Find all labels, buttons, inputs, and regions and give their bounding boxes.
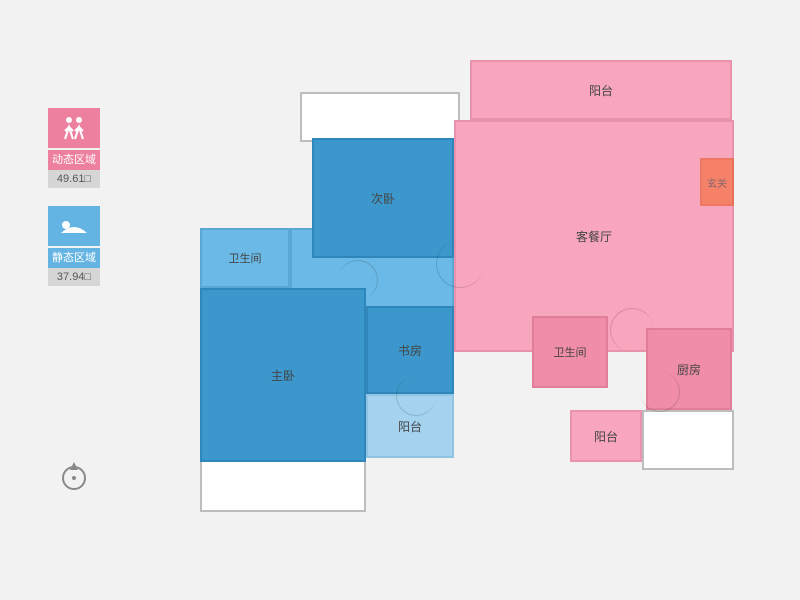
room-label: 客餐厅	[576, 228, 612, 245]
room-master-bedroom: 主卧	[200, 288, 366, 462]
outline-slab	[200, 458, 366, 512]
room-label: 阳台	[594, 428, 618, 445]
legend-dynamic-title: 动态区域	[48, 150, 100, 170]
outline-slab	[300, 92, 460, 142]
room-balcony-top: 阳台	[470, 60, 732, 120]
sleep-icon	[48, 206, 100, 246]
room-bath2: 卫生间	[532, 316, 608, 388]
room-label: 卫生间	[554, 344, 587, 360]
door-arc-icon	[396, 376, 436, 416]
room-label: 卫生间	[229, 250, 262, 266]
room-label: 玄关	[707, 175, 727, 190]
legend-panel: 动态区域 49.61□ 静态区域 37.94□	[48, 108, 100, 304]
legend-static: 静态区域 37.94□	[48, 206, 100, 286]
room-label: 阳台	[398, 418, 422, 435]
door-arc-icon	[338, 260, 378, 300]
room-label: 厨房	[677, 361, 701, 378]
compass-icon	[58, 460, 90, 492]
sleep-icon-svg	[57, 215, 91, 237]
room-label: 阳台	[589, 82, 613, 99]
people-icon-svg	[59, 115, 89, 141]
legend-dynamic: 动态区域 49.61□	[48, 108, 100, 188]
people-icon	[48, 108, 100, 148]
door-arc-icon	[610, 308, 654, 352]
floor-plan: 阳台 客餐厅 玄关 卫生间 厨房 阳台 次卧 卫生间 主卧 书房 阳台	[180, 60, 760, 540]
legend-dynamic-value: 49.61□	[48, 170, 100, 188]
door-arc-icon	[640, 372, 680, 412]
room-bath1: 卫生间	[200, 228, 290, 288]
legend-static-title: 静态区域	[48, 248, 100, 268]
room-entrance: 玄关	[700, 158, 734, 206]
door-arc-icon	[436, 240, 484, 288]
room-label: 次卧	[371, 190, 395, 207]
room-balcony-br: 阳台	[570, 410, 642, 462]
room-label: 书房	[398, 342, 422, 359]
room-label: 主卧	[271, 367, 295, 384]
legend-static-value: 37.94□	[48, 268, 100, 286]
outline-slab	[642, 410, 734, 470]
room-second-bedroom: 次卧	[312, 138, 454, 258]
